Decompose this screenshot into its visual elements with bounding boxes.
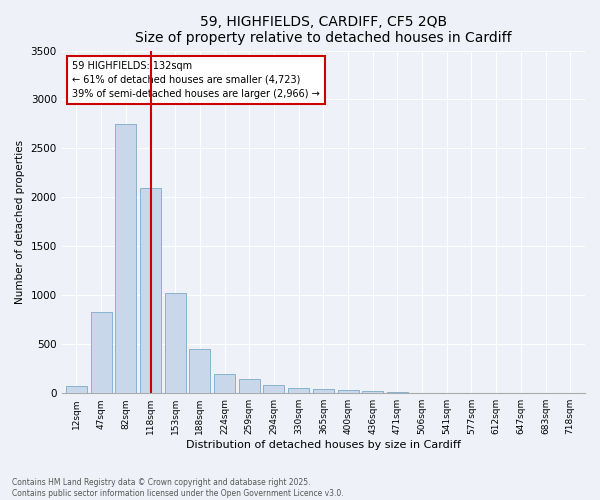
Bar — [91, 312, 112, 393]
Bar — [165, 294, 186, 393]
X-axis label: Distribution of detached houses by size in Cardiff: Distribution of detached houses by size … — [186, 440, 461, 450]
Bar — [115, 124, 136, 393]
Bar — [239, 378, 260, 393]
Bar — [263, 386, 284, 393]
Bar — [338, 390, 359, 393]
Bar — [190, 349, 211, 393]
Text: Contains HM Land Registry data © Crown copyright and database right 2025.
Contai: Contains HM Land Registry data © Crown c… — [12, 478, 344, 498]
Title: 59, HIGHFIELDS, CARDIFF, CF5 2QB
Size of property relative to detached houses in: 59, HIGHFIELDS, CARDIFF, CF5 2QB Size of… — [135, 15, 512, 45]
Bar — [313, 389, 334, 393]
Bar — [214, 374, 235, 393]
Bar — [362, 392, 383, 393]
Bar — [288, 388, 309, 393]
Bar — [66, 386, 87, 393]
Bar — [387, 392, 408, 393]
Text: 59 HIGHFIELDS: 132sqm
← 61% of detached houses are smaller (4,723)
39% of semi-d: 59 HIGHFIELDS: 132sqm ← 61% of detached … — [72, 61, 320, 99]
Y-axis label: Number of detached properties: Number of detached properties — [15, 140, 25, 304]
Bar — [140, 188, 161, 393]
